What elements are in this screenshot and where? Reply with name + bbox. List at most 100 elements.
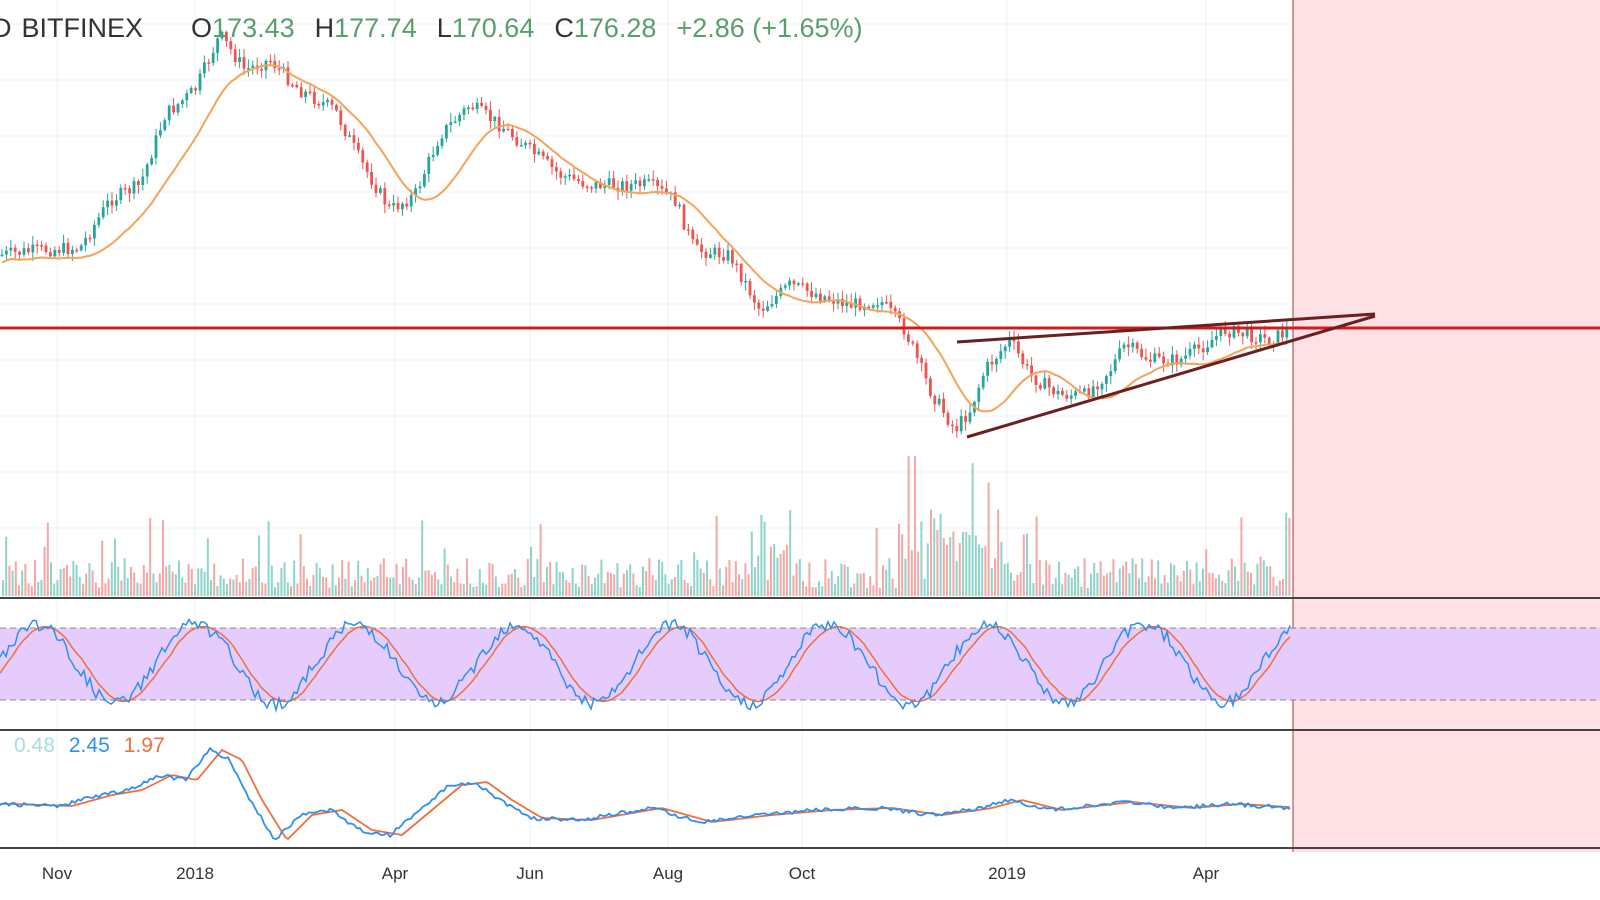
volume-bar: [478, 569, 481, 596]
volume-bar: [834, 584, 836, 596]
candle-body: [783, 285, 787, 288]
candle-body: [876, 305, 879, 307]
volume-bar: [635, 585, 638, 596]
volume-bar: [56, 580, 59, 596]
volume-bar: [424, 570, 427, 596]
volume-bar: [1000, 541, 1003, 596]
volume-bar: [1179, 581, 1182, 596]
volume-bar: [907, 456, 910, 596]
candle-body: [115, 200, 118, 206]
volume-bar: [654, 579, 657, 596]
volume-bar: [757, 555, 760, 596]
volume-bar: [610, 573, 612, 596]
candle-body: [251, 65, 255, 69]
candle-body: [757, 302, 761, 309]
volume-bar: [622, 573, 625, 596]
candle-body: [1232, 325, 1236, 338]
volume-bar: [981, 547, 984, 596]
volume-bar: [1227, 570, 1230, 596]
volume-bar: [8, 565, 11, 596]
volume-bar: [72, 560, 75, 596]
volume-bar: [536, 559, 539, 596]
candle-body: [348, 135, 351, 137]
volume-bar: [1016, 574, 1019, 596]
candle-body: [788, 280, 791, 286]
volume-bar: [14, 561, 17, 596]
candle-body: [739, 263, 743, 282]
volume-bar: [37, 581, 40, 596]
candle-body: [1008, 337, 1011, 347]
volume-bar: [194, 584, 196, 596]
volume-bar: [546, 567, 548, 596]
x-tick-label: 2019: [988, 864, 1026, 883]
candle-body: [1091, 386, 1095, 398]
volume-bar: [258, 535, 260, 596]
candle-body: [5, 250, 8, 255]
candle-body: [414, 188, 417, 195]
volume-bar: [1032, 583, 1035, 596]
candle-body: [471, 107, 475, 110]
volume-bar: [360, 575, 363, 596]
candle-body: [365, 162, 369, 172]
x-tick-label: Nov: [41, 864, 73, 883]
volume-bar: [702, 572, 705, 596]
volume-bar: [491, 564, 494, 596]
volume-bar: [27, 583, 30, 596]
candle-body: [986, 361, 989, 376]
volume-bar: [744, 563, 747, 596]
volume-bar: [85, 573, 88, 596]
candle-body: [1140, 348, 1143, 358]
candle-body: [383, 188, 387, 205]
candle-body: [1047, 378, 1051, 388]
candle-body: [308, 91, 312, 94]
volume-bar: [120, 580, 123, 596]
volume-bar: [469, 583, 472, 596]
volume-bar: [1253, 584, 1256, 596]
volume-bar: [133, 572, 136, 596]
volume-bar: [446, 564, 449, 596]
candle-body: [704, 251, 708, 258]
volume-bar: [53, 583, 56, 596]
candle-body: [1144, 357, 1148, 360]
candle-body: [1118, 348, 1121, 360]
volume-bar: [1154, 578, 1156, 596]
volume-bar: [680, 559, 683, 596]
candle-body: [621, 181, 624, 192]
volume-bar: [325, 577, 328, 596]
volume-bar: [882, 565, 884, 596]
wedge-upper-trendline: [956, 312, 1376, 344]
volume-bar: [1250, 573, 1252, 596]
volume-bar: [1058, 561, 1060, 596]
candle-body: [396, 203, 400, 210]
volume-bar: [184, 582, 187, 596]
candle-body: [154, 135, 158, 159]
volume-bar: [299, 534, 302, 596]
candle-body: [1122, 344, 1126, 349]
projection-shade: [1293, 0, 1600, 852]
volume-bar: [904, 558, 907, 596]
volume-bar: [1262, 560, 1265, 596]
volume-bar: [1157, 560, 1160, 596]
candle-body: [599, 181, 602, 189]
candle-body: [247, 68, 250, 70]
volume-bar: [523, 585, 526, 596]
volume-bar: [1109, 572, 1112, 596]
volume-bar: [699, 568, 702, 596]
candle-body: [1219, 327, 1223, 336]
volume-bar: [530, 546, 532, 596]
volume-bar: [1198, 581, 1201, 596]
candle-body: [436, 145, 439, 155]
volume-bar: [162, 520, 164, 596]
candle-body: [528, 142, 532, 145]
candle-body: [1285, 329, 1289, 338]
candle-body: [955, 425, 959, 432]
candle-body: [1245, 328, 1249, 337]
high-label: H: [314, 13, 335, 43]
candle-body: [9, 247, 13, 251]
volume-bar: [1141, 558, 1144, 596]
volume-bar: [392, 577, 395, 596]
volume-bar: [600, 559, 603, 596]
volume-bar: [1131, 558, 1134, 596]
volume-bar: [123, 558, 126, 596]
